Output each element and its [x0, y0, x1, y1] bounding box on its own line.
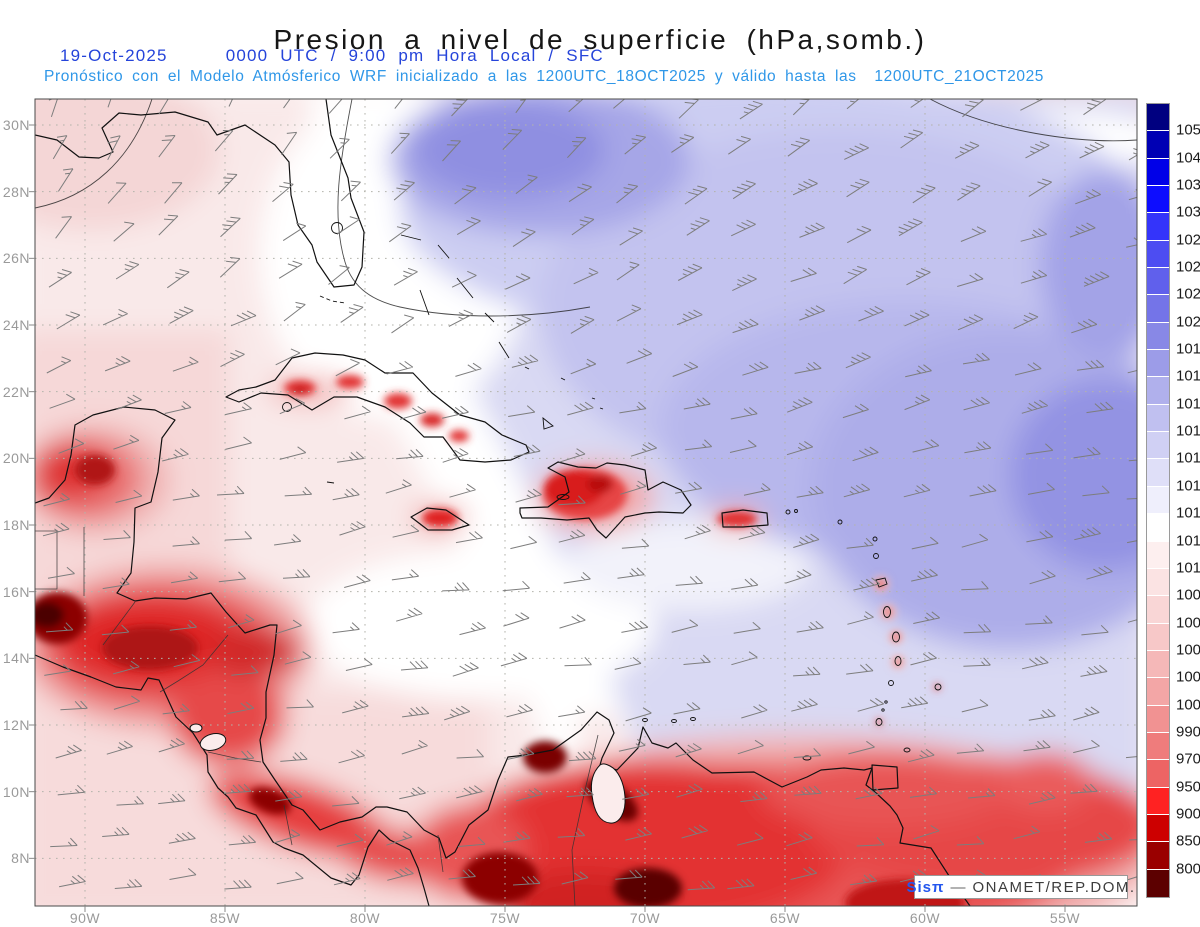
colorbar-tick-label: 1035	[1176, 176, 1200, 194]
colorbar-tick-label: 1025	[1176, 258, 1200, 276]
colorbar-tick-label: 1030	[1176, 203, 1200, 221]
lon-label: 55W	[1049, 910, 1081, 926]
colorbar-cell	[1147, 213, 1169, 241]
lat-label: 26N	[2, 250, 30, 267]
watermark-brand: Sisπ	[906, 878, 945, 896]
watermark-org: ONAMET/REP.DOM.	[972, 878, 1136, 896]
colorbar-tick-label: 1008	[1176, 586, 1200, 604]
colorbar-cell	[1147, 787, 1169, 815]
lon-label: 90W	[69, 910, 101, 926]
colorbar-cell	[1147, 158, 1169, 187]
valid-time-line: 19-Oct-2025 0000 UTC / 9:00 pm Hora Local…	[60, 46, 604, 66]
colorbar-tick-label: 1000	[1176, 696, 1200, 714]
forecast-info-line: Pronóstico con el Modelo Atmósferico WRF…	[44, 68, 1045, 85]
lat-label: 22N	[2, 383, 30, 400]
colorbar-cell	[1147, 842, 1169, 870]
colorbar-cell	[1147, 322, 1169, 351]
page-title: Presion a nivel de superficie (hPa,somb.…	[273, 23, 927, 55]
lon-label: 60W	[909, 910, 941, 926]
colorbar-cell	[1147, 732, 1169, 761]
isobar-contours	[35, 99, 1137, 317]
lon-label: 70W	[629, 910, 661, 926]
axis-ticks	[29, 124, 1066, 912]
colorbar-tick-label: 1028	[1176, 231, 1200, 249]
colorbar-tick-label: 1012	[1176, 532, 1200, 550]
colorbar-cell	[1147, 486, 1169, 515]
lon-label: 75W	[489, 910, 521, 926]
colorbar-tick-label: 1050	[1176, 121, 1200, 139]
colorbar-cell	[1147, 432, 1169, 460]
colorbar-cell	[1147, 650, 1169, 679]
valid-date: 19-Oct-2025	[60, 46, 168, 65]
colorbar-tick-label: 1010	[1176, 559, 1200, 577]
colorbar-tick-label: 1014	[1176, 477, 1200, 495]
colorbar-cell	[1147, 240, 1169, 269]
wind-barbs-layer	[42, 99, 1137, 892]
colorbar-tick-label: 1040	[1176, 149, 1200, 167]
colorbar-tick-label: 1017	[1176, 395, 1200, 413]
lat-label: 24N	[2, 317, 30, 333]
colorbar-cell	[1147, 295, 1169, 323]
colorbar-tick-label: 1013	[1176, 504, 1200, 522]
lat-label: 10N	[2, 783, 30, 800]
colorbar-tick-label: 1019	[1176, 340, 1200, 358]
watermark-separator: —	[950, 878, 967, 896]
colorbar-cell	[1147, 459, 1169, 487]
colorbar-tick-label: 970	[1176, 750, 1200, 768]
grid-layer	[35, 99, 1137, 906]
lat-label: 14N	[2, 650, 30, 667]
colorbar-cell	[1147, 814, 1169, 843]
colorbar-cell	[1147, 568, 1169, 597]
colorbar-tick-label: 1004	[1176, 641, 1200, 659]
map-frame	[34, 98, 1138, 907]
colorbar-tick-label: 900	[1176, 805, 1200, 823]
colorbar-cell	[1147, 404, 1169, 433]
lon-label: 85W	[209, 910, 241, 926]
colorbar-tick-label: 1006	[1176, 614, 1200, 632]
lesser-antilles-islands	[642, 509, 942, 761]
colorbar-tick-label: 1022	[1176, 285, 1200, 303]
lat-label: 28N	[2, 183, 30, 200]
colorbar-cell	[1147, 131, 1169, 159]
colorbar-tick-label: 850	[1176, 832, 1200, 850]
lon-label: 65W	[769, 910, 801, 926]
lat-label: 16N	[2, 583, 30, 600]
colorbar-cell	[1147, 596, 1169, 624]
lat-label: 12N	[2, 717, 30, 733]
colorbar-cell	[1147, 104, 1169, 132]
colorbar-tick-label: 1015	[1176, 449, 1200, 467]
colorbar-tick-label: 1016	[1176, 422, 1200, 440]
colorbar-tick-label: 1002	[1176, 668, 1200, 686]
lat-label: 30N	[2, 117, 30, 133]
colorbar-tick-label: 800	[1176, 860, 1200, 878]
wind-barbs	[42, 99, 1137, 892]
colorbar-tick-label: 990	[1176, 723, 1200, 741]
colorbar-cell	[1147, 514, 1169, 542]
colorbar-cell	[1147, 678, 1169, 706]
colorbar-cell	[1147, 268, 1169, 296]
colorbar-tick-label: 1020	[1176, 313, 1200, 331]
valid-time: 0000 UTC / 9:00 pm Hora Local / SFC	[225, 46, 604, 65]
colorbar-cell	[1147, 623, 1169, 651]
lat-label: 18N	[2, 517, 30, 533]
map-layers	[35, 99, 1137, 906]
colorbar	[1146, 103, 1170, 898]
lat-label: 20N	[2, 450, 30, 467]
colorbar-cell	[1147, 869, 1169, 897]
colorbar-cell	[1147, 760, 1169, 788]
colorbar-tick-label: 950	[1176, 778, 1200, 796]
coastline-layer	[35, 99, 971, 906]
colorbar-cell	[1147, 350, 1169, 378]
colorbar-cell	[1147, 705, 1169, 733]
colorbar-cell	[1147, 541, 1169, 569]
lat-label: 8N	[11, 850, 30, 867]
watermark-badge: Sisπ — ONAMET/REP.DOM.	[906, 875, 1134, 899]
lon-label: 80W	[349, 910, 381, 926]
colorbar-tick-label: 1018	[1176, 367, 1200, 385]
colorbar-cell	[1147, 186, 1169, 214]
colorbar-cell	[1147, 377, 1169, 405]
